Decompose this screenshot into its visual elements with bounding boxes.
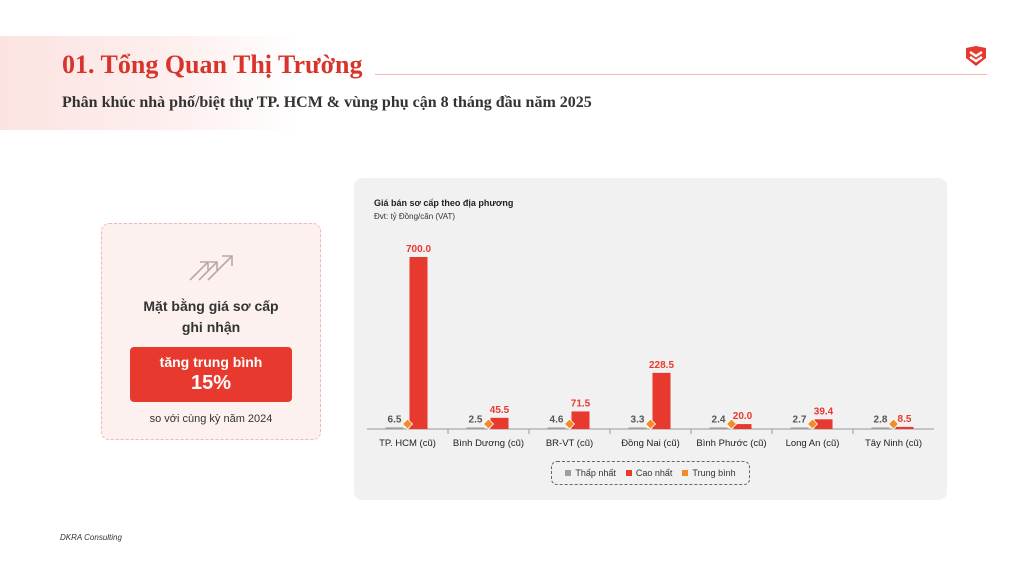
title-band <box>0 36 300 130</box>
bar-max <box>733 424 752 429</box>
summary-footnote: so với cùng kỳ năm 2024 <box>149 413 273 425</box>
chart-title: Giá bán sơ cấp theo địa phương <box>374 198 514 208</box>
avg-marker <box>725 418 738 430</box>
bar-min <box>628 427 647 429</box>
bar-min <box>709 427 728 429</box>
legend-label-avg: Trung bình <box>692 468 736 478</box>
chart-legend: Thấp nhất Cao nhất Trung bình <box>551 461 750 485</box>
bar-max <box>571 411 590 429</box>
bar-min <box>547 427 566 429</box>
bar-max <box>895 426 914 429</box>
trend-up-arrows-icon <box>189 255 233 281</box>
data-label-max: 20.0 <box>733 411 753 422</box>
legend-item-avg: Trung bình <box>682 468 736 478</box>
data-label-min: 2.4 <box>712 415 726 426</box>
bar-min <box>385 427 404 429</box>
category-label: Đồng Nai (cũ) <box>621 438 680 449</box>
avg-marker <box>482 418 495 430</box>
bar-min <box>790 427 809 429</box>
legend-label-max: Cao nhất <box>635 468 673 478</box>
avg-marker <box>806 418 819 430</box>
data-label-min: 2.7 <box>793 415 807 426</box>
highlight-value: 15% <box>190 372 232 394</box>
title-divider <box>375 74 987 75</box>
avg-marker <box>644 418 657 430</box>
category-label: Bình Phước (cũ) <box>696 438 766 449</box>
page-title: 01. Tổng Quan Thị Trường <box>62 50 363 79</box>
avg-marker <box>563 418 576 430</box>
summary-line-2: ghi nhận <box>181 319 241 335</box>
data-label-min: 4.6 <box>550 415 564 426</box>
bar-min <box>466 427 485 429</box>
bar-max <box>490 417 509 429</box>
data-label-min: 2.5 <box>469 415 483 426</box>
category-label: Long An (cũ) <box>786 438 840 449</box>
data-label-max: 45.5 <box>490 405 510 416</box>
legend-swatch-min <box>565 470 572 476</box>
highlight-label: tăng trung bình <box>159 354 263 370</box>
data-label-max: 700.0 <box>406 244 431 255</box>
footer-brand: DKRA Consulting <box>60 533 122 542</box>
avg-marker <box>401 418 414 430</box>
category-label: Tây Ninh (cũ) <box>865 438 922 449</box>
category-label: BR-VT (cũ) <box>546 438 593 449</box>
chart-unit: Đvt: tỷ Đồng/căn (VAT) <box>374 212 456 221</box>
category-label: Bình Dương (cũ) <box>453 438 524 449</box>
summary-line-1: Mặt bằng giá sơ cấp <box>143 298 279 314</box>
data-label-max: 228.5 <box>649 360 674 371</box>
chart-panel: Giá bán sơ cấp theo địa phương Đvt: tỷ Đ… <box>354 178 947 500</box>
data-label-max: 71.5 <box>571 398 591 409</box>
legend-item-max: Cao nhất <box>625 468 673 478</box>
data-label-min: 3.3 <box>631 415 645 426</box>
legend-swatch-avg <box>682 470 689 476</box>
data-label-min: 2.8 <box>874 415 888 426</box>
legend-item-min: Thấp nhất <box>565 468 616 478</box>
bar-max <box>814 419 833 429</box>
bar-max <box>409 257 428 429</box>
bar-max <box>652 372 671 429</box>
bar-chart: 6.5 700.0 TP. HCM (cũ) 2.5 45.5 Bình Dương (c… <box>367 244 934 449</box>
data-label-max: 8.5 <box>898 414 912 425</box>
category-label: TP. HCM (cũ) <box>379 438 436 449</box>
highlight-box: tăng trung bình 15% <box>130 347 292 402</box>
brand-logo-icon <box>966 46 986 66</box>
legend-label-min: Thấp nhất <box>575 468 616 478</box>
page-subtitle: Phân khúc nhà phố/biệt thự TP. HCM & vùn… <box>62 94 592 111</box>
data-label-min: 6.5 <box>388 414 402 425</box>
bar-min <box>871 427 890 429</box>
legend-swatch-max <box>625 470 632 476</box>
data-label-max: 39.4 <box>814 406 834 417</box>
avg-marker <box>887 418 900 430</box>
summary-card: Mặt bằng giá sơ cấp ghi nhận tăng trung … <box>101 223 321 440</box>
